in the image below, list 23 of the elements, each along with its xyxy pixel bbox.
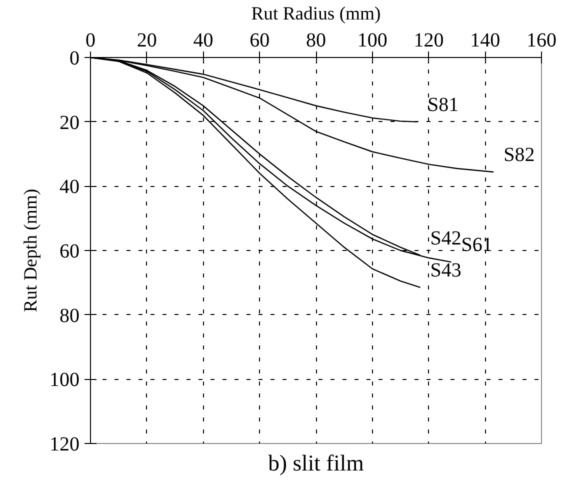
y-tick-label: 40 [60, 176, 80, 198]
y-tick-label: 80 [60, 304, 80, 327]
series-label: S81 [427, 94, 459, 116]
y-tick-label: 0 [70, 48, 80, 70]
x-tick-label: 120 [414, 30, 444, 52]
y-axis-title: Rut Depth (mm) [20, 188, 42, 312]
x-tick-label: 60 [250, 30, 270, 52]
x-tick-label: 100 [357, 30, 388, 52]
x-tick-label: 20 [136, 30, 157, 52]
x-axis-title: Rut Radius (mm) [251, 4, 381, 24]
x-tick-label: 0 [86, 30, 96, 52]
series-label: S82 [504, 144, 535, 166]
x-tick-label: 160 [526, 30, 556, 52]
y-tick-label: 120 [50, 434, 80, 456]
x-tick-label: 80 [306, 30, 326, 52]
text: b) slit film [268, 450, 364, 476]
y-tick-label: 20 [60, 112, 80, 134]
y-tick-label: 60 [60, 240, 80, 262]
x-tick-label: 140 [470, 30, 500, 52]
series-label: S43 [430, 259, 462, 282]
y-tick-label: 100 [50, 369, 80, 392]
series-label: S42 [430, 227, 462, 250]
x-tick-label: 40 [193, 30, 214, 52]
